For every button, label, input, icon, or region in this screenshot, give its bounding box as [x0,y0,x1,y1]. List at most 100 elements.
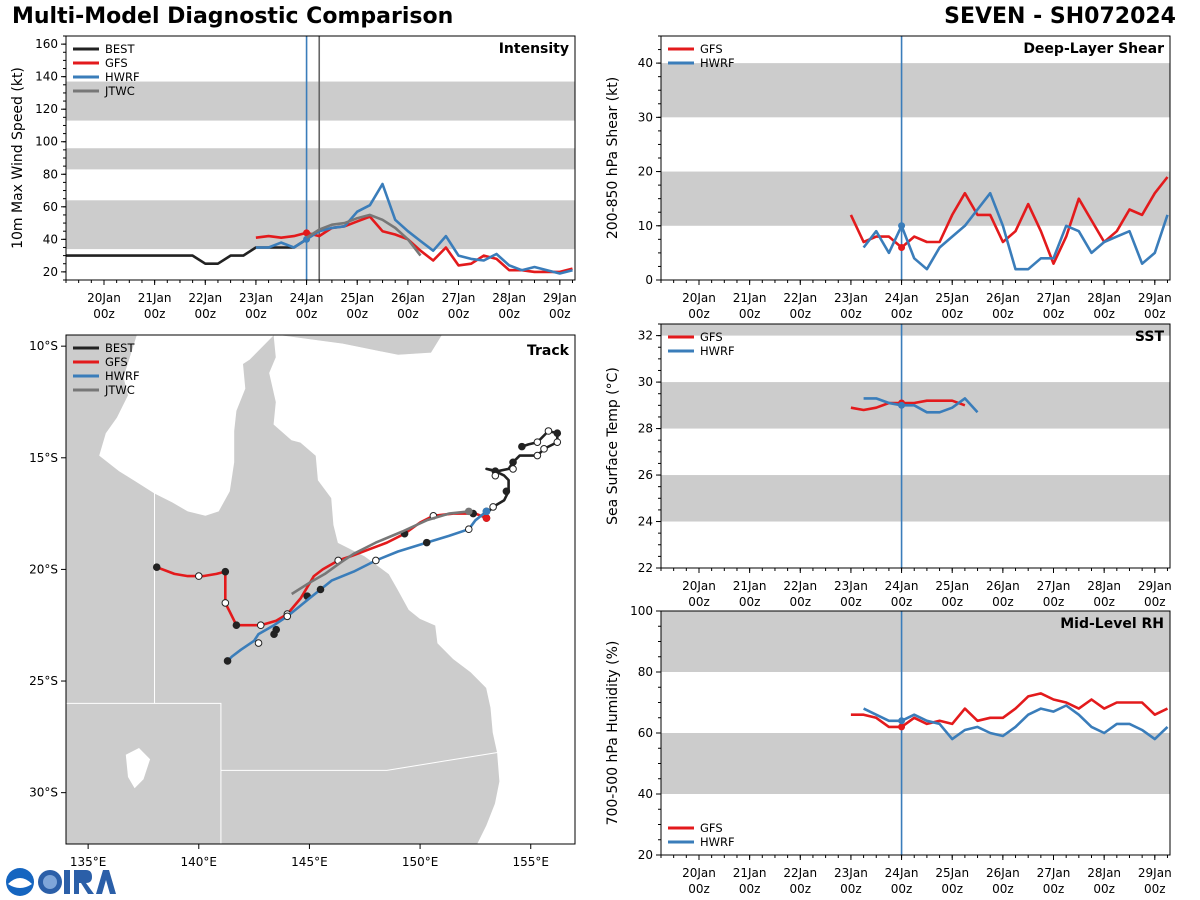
sst-ytick-label: 30 [638,375,653,389]
sst-frame [660,323,1171,569]
rh-ytick-label: 100 [630,604,653,618]
sst-panel: 22 24 26 28 30 32 20Jan 00z 21Jan 00z 22Jan 00z 23Ja… [605,323,1172,609]
cira-logo [6,868,116,896]
intensity-ytick-label: 160 [35,37,58,51]
intensity-xtick-hour: 00z [346,307,368,321]
intensity-xtick-day: 23Jan [239,291,273,305]
track-dot-hwrf [254,639,263,647]
track-dot-best [533,451,542,460]
track-dot-best [509,458,517,467]
intensity-band-0 [66,200,575,250]
track-dot-best [518,442,526,451]
intensity-ytick-label: 40 [43,232,58,246]
sst-xtick-hour: 00z [1043,595,1065,609]
rh-xtick-day: 26Jan [986,866,1020,880]
intensity-panel: 20 40 60 80 100 120 140 160 20Jan 00z 21Jan 00z 22Ja… [10,35,577,321]
track-dot-gfs [152,563,161,571]
track-dot-best [509,465,517,473]
page-title: Multi-Model Diagnostic Comparison [12,4,454,29]
noaa-wave-icon [8,878,32,888]
intensity-xtick-hour: 00z [245,307,267,321]
shear-xtick-hour: 00z [941,307,963,321]
sst-xtick-day: 28Jan [1087,579,1121,593]
track-dot-best [533,438,542,446]
track-dot-hwrf [283,612,292,621]
track-dot-gfs [221,567,230,576]
sst-legend-label-gfs: GFS [700,330,723,344]
shear-xtick-day: 22Jan [783,291,817,305]
shear-marker-gfs [898,243,906,251]
storm-title: SEVEN - SH072024 [944,4,1176,29]
rh-legend-label-hwrf: HWRF [700,835,735,849]
rh-xtick-day: 24Jan [885,866,919,880]
shear-xtick-day: 26Jan [986,291,1020,305]
sst-xtick-day: 23Jan [834,579,868,593]
shear-xtick-hour: 00z [1043,307,1065,321]
track-legend-label-hwrf: HWRF [105,369,140,383]
sst-ytick-label: 22 [638,561,653,575]
sst-xtick-day: 24Jan [885,579,919,593]
rh-legend-label-gfs: GFS [700,821,723,835]
sst-xtick-hour: 00z [1093,595,1115,609]
track-xtick-label: 155°E [512,855,549,869]
rh-xtick-day: 23Jan [834,866,868,880]
rh-xtick-day: 29Jan [1138,866,1172,880]
shear-plot-area [661,36,1170,280]
intensity-xtick-day: 29Jan [543,291,577,305]
intensity-xtick-day: 26Jan [391,291,425,305]
track-line-jtwc [291,510,469,596]
rh-band-1 [661,611,1170,672]
rh-xtick-day: 27Jan [1037,866,1071,880]
shear-legend-label-hwrf: HWRF [700,56,735,70]
track-dot-gfs [232,621,241,630]
rh-xtick-hour: 00z [688,882,710,896]
rh-xtick-hour: 00z [992,882,1014,896]
rh-xtick-hour: 00z [891,882,913,896]
sst-band-0 [661,475,1170,522]
rh-band-0 [661,733,1170,794]
shear-panel: 0 10 20 30 40 20Jan 00z 21Jan 00z 22Jan 00z 23Jan 00… [605,35,1172,321]
shear-ytick-label: 20 [638,165,653,179]
shear-xtick-day: 29Jan [1138,291,1172,305]
rh-xtick-hour: 00z [840,882,862,896]
intensity-xtick-day: 22Jan [188,291,222,305]
cira-letter-a [96,870,116,894]
sst-xtick-day: 25Jan [935,579,969,593]
rh-ytick-label: 80 [638,665,653,679]
track-ytick-label: 25°S [29,674,58,688]
shear-xtick-day: 27Jan [1037,291,1071,305]
intensity-series-jtwc [305,213,422,257]
shear-xtick-hour: 00z [688,307,710,321]
shear-band-0 [661,171,1170,226]
track-panel: 135°E 140°E 145°E 150°E 155°E 10°S 15°S 20°S 25°… [29,334,576,869]
track-xtick-label: 150°E [402,855,439,869]
intensity-xtick-day: 21Jan [138,291,172,305]
sst-xtick-hour: 00z [891,595,913,609]
rh-xtick-hour: 00z [1093,882,1115,896]
intensity-marker-gfs [303,229,311,237]
shear-ytick-label: 40 [638,56,653,70]
sst-xtick-day: 22Jan [783,579,817,593]
track-ytick-label: 20°S [29,562,58,576]
track-dot-gfs [256,621,265,630]
intensity-ytick-label: 60 [43,200,58,214]
rh-xtick-hour: 00z [739,882,761,896]
rh-xtick-day: 25Jan [935,866,969,880]
rh-marker-gfs [898,723,906,731]
sst-xtick-day: 27Jan [1037,579,1071,593]
track-ytick-label: 15°S [29,451,58,465]
track-map-area [66,335,562,844]
shear-series-hwrf [862,191,1169,271]
cira-letter-r [74,870,94,894]
rh-xtick-hour: 00z [1043,882,1065,896]
rh-panel: 20 40 60 80 100 20Jan 00z 21Jan 00z 22Jan 00z 23Jan… [605,604,1172,896]
track-dot-best [491,471,500,480]
sst-band-2 [661,324,1170,336]
shear-xtick-hour: 00z [1144,307,1166,321]
intensity-xtick-hour: 00z [498,307,520,321]
intensity-legend-label-jtwc: JTWC [104,84,135,98]
intensity-xtick-day: 24Jan [290,291,324,305]
intensity-xtick-hour: 00z [397,307,419,321]
shear-xtick-day: 21Jan [733,291,767,305]
shear-xtick-hour: 00z [1093,307,1115,321]
